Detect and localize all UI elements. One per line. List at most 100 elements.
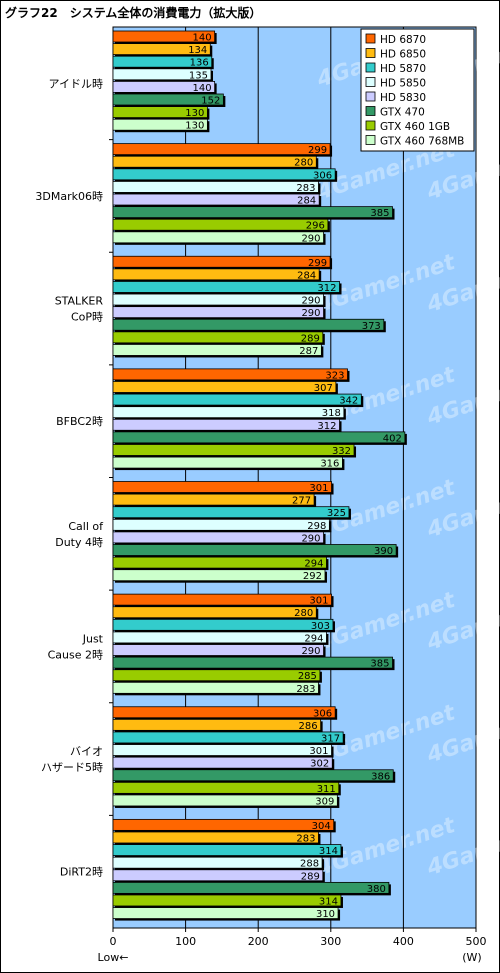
- data-label: 140: [193, 83, 212, 94]
- data-label: 294: [304, 633, 323, 644]
- unit-label: (W): [462, 951, 481, 964]
- data-label: 386: [371, 771, 390, 782]
- legend-swatch: [365, 62, 376, 73]
- data-label: 284: [297, 270, 316, 281]
- bar: [112, 756, 333, 769]
- bar: [112, 894, 342, 907]
- category-label: アイドル時: [49, 77, 103, 90]
- x-tick-label: 500: [466, 935, 487, 948]
- bar: [112, 81, 216, 93]
- data-label: 290: [301, 646, 320, 657]
- bar: [112, 406, 345, 419]
- bar: [112, 781, 340, 794]
- data-label: 318: [322, 408, 341, 419]
- bar: [112, 593, 332, 606]
- legend-swatch: [365, 106, 376, 116]
- data-label: 283: [296, 183, 315, 194]
- bar: [112, 856, 323, 869]
- data-label: 284: [297, 196, 316, 207]
- direction-label: Low←: [98, 951, 129, 964]
- bar: [112, 544, 397, 556]
- category-label: BFBC2時: [56, 415, 103, 428]
- bar: [112, 231, 324, 244]
- category-label: Call of Duty 4時: [55, 520, 104, 549]
- bar: [112, 368, 348, 381]
- data-label: 390: [374, 546, 393, 557]
- category-label: DiRT2時: [60, 866, 103, 879]
- data-label: 289: [301, 333, 320, 344]
- legend-swatch: [365, 48, 376, 58]
- bar: [112, 556, 327, 569]
- data-label: 314: [319, 896, 338, 907]
- x-tick-label: 0: [110, 935, 117, 948]
- bar: [112, 656, 393, 669]
- data-label: 317: [321, 733, 340, 744]
- data-label: 301: [309, 746, 328, 757]
- data-label: 299: [308, 145, 327, 156]
- data-label: 309: [315, 796, 334, 807]
- data-label: 311: [317, 784, 336, 795]
- x-tick-label: 200: [248, 935, 269, 948]
- bar: [112, 681, 319, 694]
- data-label: 306: [313, 170, 332, 181]
- bar: [112, 831, 319, 844]
- bar: [112, 281, 340, 293]
- data-label: 310: [316, 909, 335, 920]
- bar: [112, 718, 322, 731]
- data-label: 298: [307, 521, 326, 532]
- legend-label: HD 5830: [380, 92, 426, 104]
- bar: [112, 68, 212, 81]
- legend-swatch: [365, 135, 376, 145]
- legend-swatch: [365, 91, 376, 102]
- legend: [360, 28, 475, 152]
- data-label: 296: [306, 221, 325, 232]
- data-label: 325: [327, 508, 346, 519]
- bar: [112, 731, 344, 744]
- bar: [112, 43, 211, 55]
- bar: [112, 155, 317, 168]
- data-label: 290: [301, 233, 320, 244]
- data-label: 302: [310, 759, 329, 770]
- bar: [112, 331, 324, 344]
- data-label: 290: [301, 308, 320, 319]
- bar: [112, 318, 385, 331]
- bar: [112, 55, 213, 68]
- data-label: 283: [296, 684, 315, 695]
- bar: [112, 493, 315, 506]
- bar: [112, 644, 324, 656]
- bar: [112, 569, 326, 582]
- data-label: 301: [309, 483, 328, 494]
- data-label: 152: [201, 96, 220, 107]
- data-label: 135: [189, 70, 208, 81]
- data-label: 385: [370, 208, 389, 219]
- bar: [112, 293, 324, 306]
- legend-label: GTX 470: [380, 107, 425, 119]
- bar: [112, 393, 362, 406]
- bar: [112, 869, 324, 882]
- data-label: 332: [332, 446, 351, 457]
- bar: [112, 118, 208, 131]
- legend-label: HD 6870: [380, 34, 426, 46]
- data-label: 287: [299, 346, 318, 357]
- bar: [112, 30, 216, 43]
- category-label: Just Cause 2時: [48, 632, 104, 661]
- data-label: 385: [370, 659, 389, 670]
- data-label: 312: [317, 283, 336, 294]
- data-label: 280: [294, 608, 313, 619]
- bar: [112, 344, 322, 356]
- category-label: STALKER CoP時: [55, 295, 104, 324]
- legend-swatch: [365, 120, 376, 131]
- bar: [112, 218, 329, 231]
- bar: [112, 907, 339, 919]
- bar: [112, 669, 321, 682]
- bar: [112, 881, 390, 894]
- data-label: 303: [311, 621, 330, 632]
- data-label: 136: [190, 58, 209, 69]
- data-label: 290: [301, 296, 320, 307]
- data-label: 283: [296, 833, 315, 844]
- bar: [112, 818, 335, 831]
- data-label: 294: [304, 559, 323, 570]
- bar: [112, 706, 336, 719]
- bar: [112, 268, 320, 281]
- x-tick-label: 100: [175, 935, 196, 948]
